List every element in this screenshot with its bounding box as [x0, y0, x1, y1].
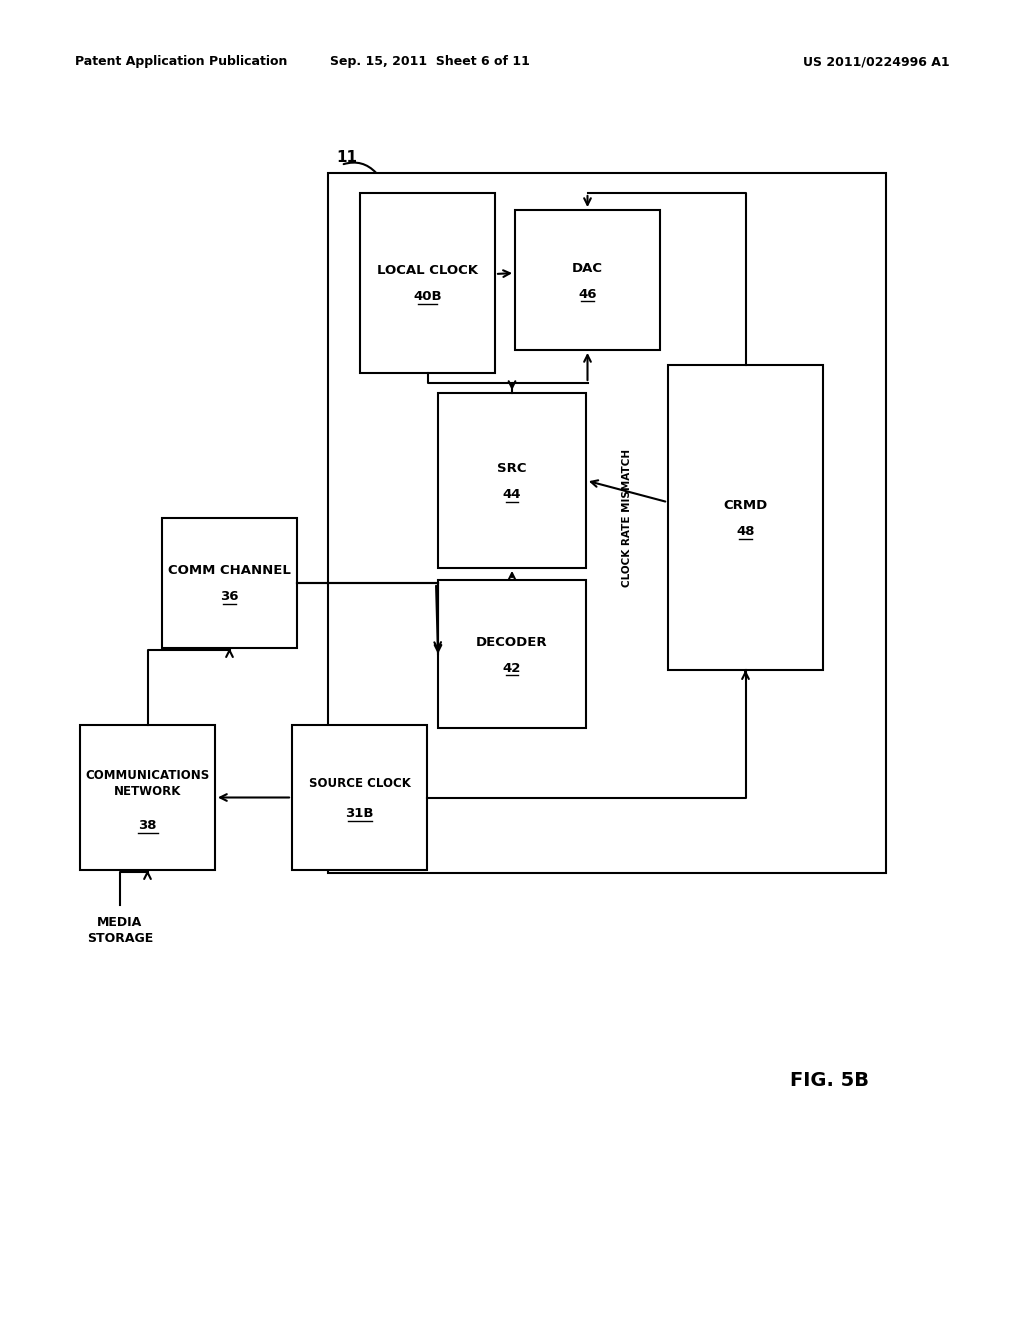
Bar — [328, 173, 886, 873]
Text: DAC: DAC — [572, 261, 603, 275]
Bar — [360, 193, 495, 374]
Bar — [515, 210, 660, 350]
Text: 44: 44 — [503, 488, 521, 502]
Text: FIG. 5B: FIG. 5B — [790, 1071, 869, 1089]
Bar — [438, 579, 586, 729]
Text: COMMUNICATIONS
NETWORK: COMMUNICATIONS NETWORK — [85, 770, 210, 799]
Bar — [292, 725, 427, 870]
Text: COMM CHANNEL: COMM CHANNEL — [168, 565, 291, 578]
Text: 46: 46 — [579, 288, 597, 301]
Text: SOURCE CLOCK: SOURCE CLOCK — [308, 777, 411, 789]
Bar — [668, 366, 823, 671]
Text: Sep. 15, 2011  Sheet 6 of 11: Sep. 15, 2011 Sheet 6 of 11 — [330, 55, 530, 69]
Text: CRMD: CRMD — [723, 499, 768, 512]
Text: 11: 11 — [336, 150, 357, 165]
Text: SRC: SRC — [498, 462, 526, 475]
Text: LOCAL CLOCK: LOCAL CLOCK — [377, 264, 478, 277]
Bar — [80, 725, 215, 870]
Text: 31B: 31B — [345, 807, 374, 820]
Text: 48: 48 — [736, 525, 755, 539]
Text: 36: 36 — [220, 590, 239, 603]
Text: US 2011/0224996 A1: US 2011/0224996 A1 — [804, 55, 950, 69]
Text: 40B: 40B — [414, 290, 441, 304]
Bar — [438, 393, 586, 568]
Text: 42: 42 — [503, 661, 521, 675]
Text: DECODER: DECODER — [476, 635, 548, 648]
Bar — [162, 517, 297, 648]
Text: CLOCK RATE MISMATCH: CLOCK RATE MISMATCH — [622, 449, 632, 586]
Text: MEDIA
STORAGE: MEDIA STORAGE — [87, 916, 154, 945]
Text: Patent Application Publication: Patent Application Publication — [75, 55, 288, 69]
Text: 38: 38 — [138, 818, 157, 832]
